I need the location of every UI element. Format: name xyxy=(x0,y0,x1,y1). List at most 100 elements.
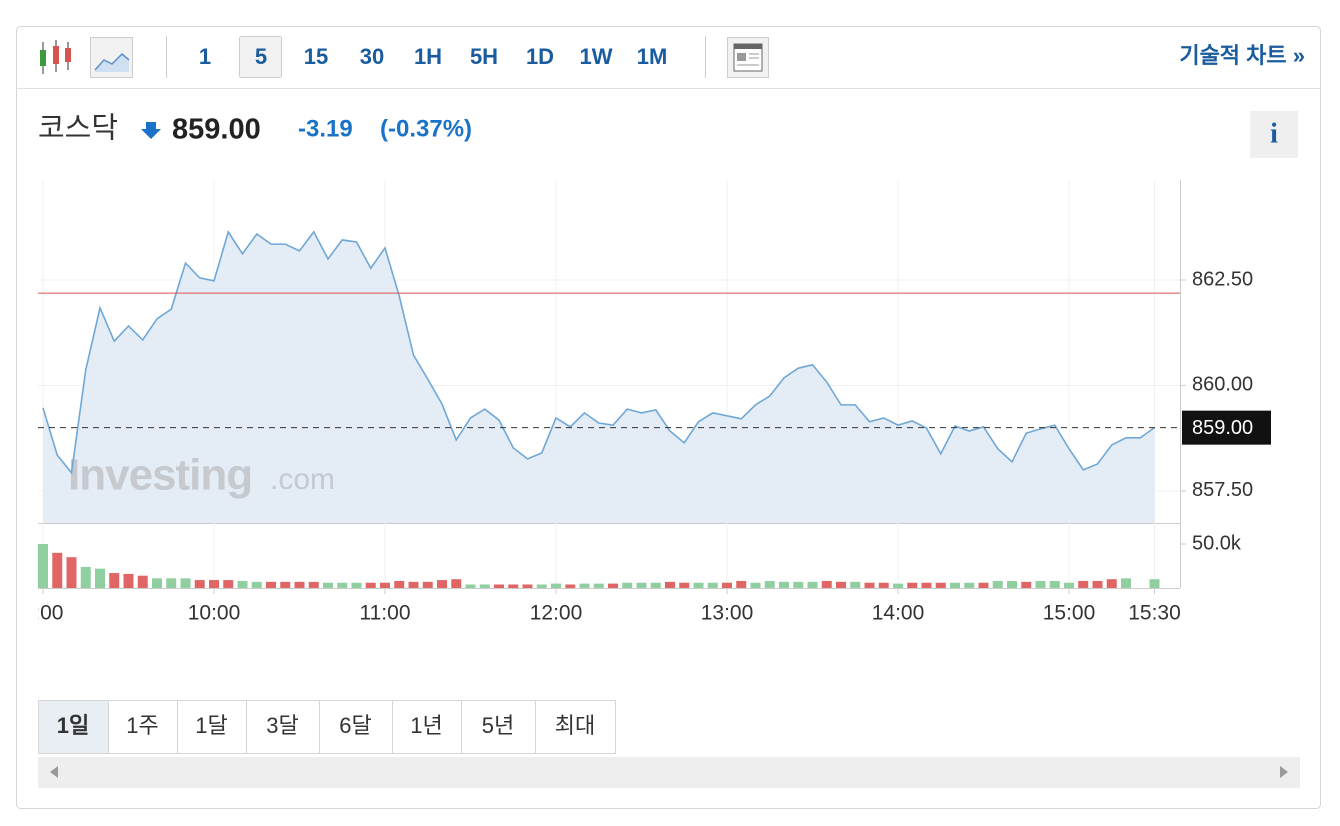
candles-icon[interactable] xyxy=(40,40,71,74)
scroll-right[interactable] xyxy=(1280,766,1288,778)
interval-active-bg xyxy=(239,36,282,78)
volume-bar xyxy=(479,584,490,588)
volume-bar xyxy=(465,584,476,588)
technical-chart-link[interactable]: 기술적 차트 » xyxy=(1179,43,1305,68)
volume-bar xyxy=(280,581,291,588)
range-tab[interactable] xyxy=(535,700,616,754)
volume-bar xyxy=(351,582,362,588)
watermark: Investing .com xyxy=(68,451,335,500)
range-tab-label[interactable]: 6달 xyxy=(339,713,371,738)
volume-bar xyxy=(935,582,946,588)
volume-bar xyxy=(1049,580,1060,588)
volume-bar xyxy=(223,580,234,588)
range-tab-label[interactable]: 3달 xyxy=(266,713,298,738)
volume-bar xyxy=(665,581,675,588)
x-tick-label: 13:00 xyxy=(701,602,754,625)
volume-bar xyxy=(579,583,590,588)
range-tab-label[interactable]: 1달 xyxy=(195,713,227,738)
volume-bar xyxy=(707,582,718,588)
interval-button[interactable]: 1 xyxy=(199,44,211,69)
volume-bar xyxy=(180,578,191,588)
interval-button[interactable]: 30 xyxy=(360,44,384,69)
last-price-box xyxy=(1182,410,1271,445)
volume-bar xyxy=(95,568,105,588)
volume-bar xyxy=(66,557,77,588)
interval-button[interactable]: 1M xyxy=(637,44,668,69)
volume-bar xyxy=(722,582,732,588)
volume-bar xyxy=(836,581,846,588)
volume-bar xyxy=(266,581,276,588)
news-icon[interactable] xyxy=(727,37,769,78)
volume-bar xyxy=(779,581,789,588)
volume-bar xyxy=(1121,578,1131,588)
range-tab-label[interactable]: 1일 xyxy=(57,713,89,738)
last-price-label: 859.00 xyxy=(1192,417,1253,439)
volume-bar xyxy=(52,552,63,588)
volume-bar xyxy=(522,584,533,588)
price-line xyxy=(42,229,1155,475)
range-tab[interactable] xyxy=(392,700,462,754)
x-tick-label: 11:00 xyxy=(360,602,411,625)
change: -3.19 xyxy=(298,115,353,142)
volume-bar xyxy=(1149,579,1160,588)
volume-bar xyxy=(123,573,134,588)
interval-button[interactable]: 1W xyxy=(580,44,613,69)
volume-bar xyxy=(893,583,903,588)
scroll-left[interactable] xyxy=(50,766,58,778)
volume-bar xyxy=(950,582,960,588)
interval-button[interactable]: 5 xyxy=(255,44,267,69)
range-tab[interactable] xyxy=(108,700,178,754)
range-tab[interactable] xyxy=(177,700,247,754)
y-tick-label: 860.00 xyxy=(1192,374,1253,396)
index-name: 코스닥 xyxy=(38,113,118,145)
volume-bar xyxy=(608,583,618,588)
volume-bar xyxy=(194,580,205,588)
volume-bar xyxy=(80,566,91,588)
volume-bar xyxy=(565,584,576,588)
range-tab-label[interactable]: 5년 xyxy=(482,713,514,738)
volume-bar xyxy=(907,582,918,588)
watermark-domain: .com xyxy=(270,463,335,496)
interval-button[interactable]: 1D xyxy=(526,44,554,69)
volume-bar xyxy=(408,581,419,588)
range-tab[interactable] xyxy=(246,700,320,754)
range-tab-label[interactable]: 1년 xyxy=(410,713,442,738)
info-icon[interactable]: i xyxy=(1270,118,1278,149)
interval-button[interactable]: 15 xyxy=(304,44,328,69)
down-arrow xyxy=(141,122,161,139)
volume-bar xyxy=(394,580,405,588)
range-tab-label[interactable]: 1주 xyxy=(126,713,158,738)
volume-bar xyxy=(593,583,604,588)
volume-bar xyxy=(650,582,661,588)
volume-bar xyxy=(764,580,775,588)
volume-bar xyxy=(536,584,547,588)
interval-button[interactable]: 1H xyxy=(414,44,442,69)
y-tick-label: 857.50 xyxy=(1192,479,1253,501)
area-chart-icon[interactable] xyxy=(90,37,133,78)
volume-bar xyxy=(821,580,832,588)
range-tab-label[interactable]: 최대 xyxy=(555,713,595,738)
volume-bar xyxy=(622,582,633,588)
volume-bar xyxy=(209,580,219,588)
info-button[interactable] xyxy=(1250,111,1298,158)
price: 859.00 xyxy=(172,114,261,146)
x-tick-label: 15:00 xyxy=(1043,602,1096,625)
price-area xyxy=(43,231,1155,523)
x-tick-label: 9:00 xyxy=(23,602,64,625)
range-tab[interactable] xyxy=(319,700,393,754)
volume-bar xyxy=(793,581,804,588)
volume-bar xyxy=(1078,580,1089,588)
scrollbar[interactable] xyxy=(38,757,1300,788)
volume-bar xyxy=(38,544,48,588)
volume-bar xyxy=(850,581,861,588)
volume-bar xyxy=(251,581,262,588)
interval-button[interactable]: 5H xyxy=(470,44,498,69)
volume-bar xyxy=(1092,580,1103,588)
volume-bar xyxy=(437,580,447,588)
change-percent: (-0.37%) xyxy=(380,115,472,142)
volume-bar xyxy=(921,582,932,588)
volume-bar xyxy=(380,582,390,588)
volume-bar xyxy=(1064,582,1074,588)
volume-bar xyxy=(807,581,818,588)
volume-bar xyxy=(1035,580,1046,588)
